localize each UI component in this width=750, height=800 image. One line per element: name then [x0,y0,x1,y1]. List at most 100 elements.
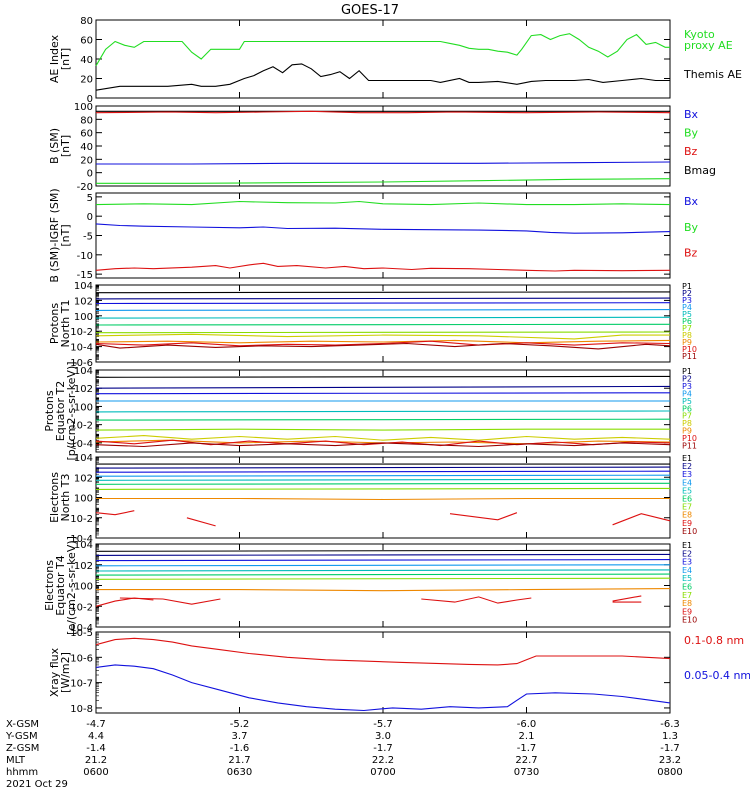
series-line-pn-3 [95,309,671,311]
series-line-ee-1 [95,553,671,556]
y-tick-label: 60 [80,36,93,47]
series-line-pn-6 [95,331,671,334]
y-tick-label: 100 [74,102,93,113]
y-axis-label: AE Index [48,34,61,83]
series-line-pe-2 [95,392,671,395]
x-tick-value: 21.7 [228,755,250,766]
series-line-ee-9 [119,597,164,600]
y-tick-label: 10-4 [70,534,93,545]
x-tick-value: -6.0 [517,719,537,730]
series-line-en-1 [95,466,671,469]
series-line-ae-0 [95,33,670,67]
series-label: P4 [682,303,692,312]
y-tick-label: 104 [74,366,93,377]
x-tick-value: -4.7 [86,719,106,730]
series-line-en-7 [96,497,670,501]
y-tick-label: 10-6 [70,653,93,664]
series-label: P1 [682,367,692,376]
x-tick-value: 0800 [657,767,682,778]
series-line-en-5 [95,482,671,485]
series-line-pn-1 [95,297,671,300]
series-line-en-10 [449,512,518,521]
x-tick-value: -5.2 [230,719,250,730]
series-line-ee-12 [612,595,642,602]
series-label: E6 [682,583,692,592]
series-label: Bx [684,195,699,208]
series-label: Themis AE [683,68,742,81]
series-line-en-2 [95,470,671,473]
x-tick-value: 1.3 [662,731,678,742]
series-label: E2 [682,549,692,558]
series-line-ee-3 [95,564,671,567]
series-line-pe-0 [95,375,671,378]
x-tick-value: 2.1 [519,731,535,742]
series-label: P6 [682,317,692,326]
series-line-ee-5 [95,573,671,576]
series-label: E7 [682,503,692,512]
series-line-en-3 [95,474,671,477]
y-tick-label: 10-4 [70,439,93,450]
series-line-pe-5 [95,418,671,421]
panel-bsm: -20 0 20 40 60 80 100 B (SM)[nT] Bx By Bz Bmag [48,102,716,193]
series-line-ee-4 [95,569,671,572]
series-label: P9 [682,338,692,347]
series-line-pn-9 [95,340,671,347]
y-axis-label: Protons [48,303,61,344]
series-label: P11 [682,352,697,361]
series-label: Bmag [684,164,716,177]
y-tick-label: 104 [74,540,93,551]
series-line-ee-7 [96,588,671,592]
panel-frame [95,192,671,279]
series-line-pn-4 [95,316,671,319]
y-tick-label: 20 [80,75,93,86]
x-tick-value: 0600 [83,767,108,778]
x-axis-table: X-GSM -4.7 -5.2 -5.7 -6.0 -6.3 Y-GSM 4.4 3.7 3.0 2… [5,719,683,790]
y-axis-label: [nT] [59,48,72,70]
series-line-bigrf-0 [95,200,671,206]
series-line-pn-0 [95,291,671,294]
series-label: E8 [682,511,692,520]
series-label: P10 [682,434,697,443]
y-tick-label: 60 [80,129,93,140]
series-label: E6 [682,495,692,504]
series-label: P1 [682,282,692,291]
y-tick-label: 100 [74,582,93,593]
series-label: E10 [682,616,697,625]
series-label: P7 [682,412,692,421]
date-label: 2021 Oct 29 [6,779,68,790]
y-tick-label: -15 [77,270,93,281]
y-tick-label: 102 [74,296,93,307]
panel-frame [95,19,671,99]
series-line-pe-6 [95,428,670,431]
y-tick-label: 102 [74,473,93,484]
x-tick-value: 0730 [514,767,539,778]
series-label: P3 [682,382,692,391]
series-line-pn-5 [95,323,671,326]
series-line-pn-10 [95,342,671,350]
y-tick-label: 100 [74,402,93,413]
series-line-ee-10 [162,598,221,605]
y-tick-label: 10-4 [70,623,93,634]
series-label: E3 [682,558,692,567]
y-tick-label: 5 [87,193,93,204]
x-tick-value: -1.7 [660,743,680,754]
x-row-label: MLT [6,755,26,766]
x-tick-value: 0700 [370,767,395,778]
y-axis-label: North T3 [59,474,72,522]
x-row-label: hhmm [6,767,38,778]
y-tick-label: 0 [87,94,93,105]
x-tick-value: 23.2 [659,755,681,766]
series-label: P7 [682,324,692,333]
y-tick-label: 40 [80,55,93,66]
panel-frame [95,543,671,628]
series-label: E3 [682,470,692,479]
series-label: By [684,127,699,140]
series-label: proxy AE [684,39,733,52]
y-tick-label: 102 [74,384,93,395]
series-label: P9 [682,427,692,436]
series-line-pe-10 [95,442,671,448]
series-line-ee-11 [421,596,532,604]
y-tick-label: 0 [87,212,93,223]
